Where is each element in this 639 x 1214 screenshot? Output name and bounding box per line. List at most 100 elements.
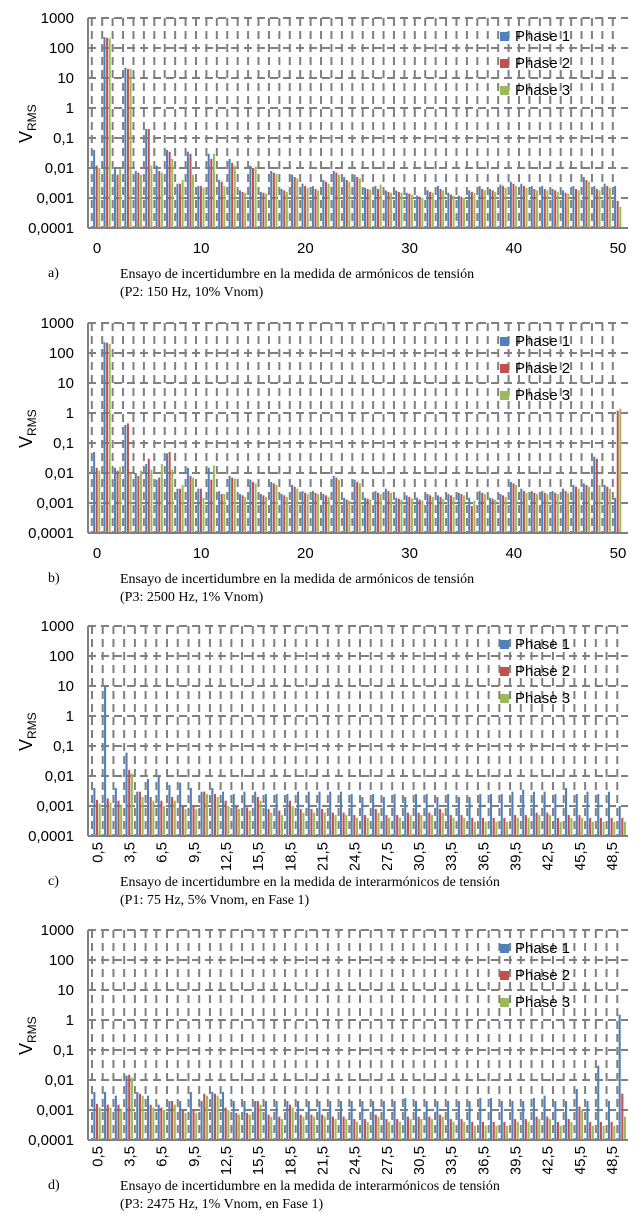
bar-series2 [251,168,255,228]
bar-series2 [429,191,432,228]
bar-series2 [179,488,182,533]
bar-series1 [618,1014,621,1140]
x-tick-label: 0 [93,240,101,257]
y-tick-label: 1 [66,1012,74,1029]
bar-series2 [116,174,119,228]
bar-series1 [414,1100,418,1140]
legend-swatch-phase2 [500,364,509,373]
bar-series2 [585,484,588,533]
bar-series1 [372,1100,375,1140]
bar-series1 [361,796,364,836]
bar-series3 [598,484,601,533]
bar-series3 [323,1116,326,1140]
bar-series1 [511,1100,514,1140]
bar-series1 [343,177,346,228]
bar-series3 [317,493,320,533]
bar-series2 [606,486,609,533]
bar-series3 [463,1121,466,1140]
bar-series2 [106,1104,109,1140]
bar-series1 [593,456,596,533]
bar-series2 [304,186,307,228]
bar-series2 [106,37,109,228]
bar-series2 [231,477,234,533]
bar-series2 [272,483,275,533]
bar-series1 [511,791,514,836]
x-tick-label: 48,5 [604,842,621,870]
y-tick-label: 0,0001 [28,525,74,542]
bar-series2 [137,475,140,533]
x-tick-label: 40 [505,545,522,562]
bar-series1 [426,190,429,228]
bar-series3 [409,815,412,836]
bar-series2 [470,191,473,228]
bar-series2 [213,794,217,836]
bar-series1 [554,1100,557,1140]
bar-series2 [246,807,249,836]
bar-series2 [160,800,163,836]
bar-series3 [452,1121,455,1140]
y-tick-label: 100 [49,345,74,362]
bar-series1 [218,179,221,228]
bar-series2 [299,1114,302,1140]
bar-series3 [345,815,348,836]
bar-series3 [548,1119,552,1140]
bar-series1 [270,170,273,228]
bar-series2 [366,188,369,228]
bar-series1 [478,186,481,228]
bar-series2 [502,186,505,228]
x-tick-label: 50 [610,240,627,257]
bar-series2 [397,498,400,533]
x-tick-label: 21,5 [314,1146,331,1174]
bar-series2 [374,808,377,836]
bar-series1 [479,794,482,836]
bar-series2 [149,1104,152,1140]
bar-series2 [429,495,432,533]
bar-series1 [297,1100,300,1140]
bar-series1 [339,1100,342,1140]
chart-a-plot: 1000 100 10 1 0,1 0,01 0,001 0,0001 0 10 20 30 40 50 V… [16,10,628,257]
bar-series2 [342,812,345,836]
bar-series3 [483,190,486,228]
bar-series2 [353,1119,356,1140]
bar-series2 [408,496,411,533]
bar-series3 [259,800,262,836]
chart-panel-c: 1000 100 10 1 0,1 0,01 0,001 0,0001 0,5 3,5 6,5 9,5… [0,608,639,912]
bar-series3 [313,812,316,836]
bar-series1 [541,491,544,533]
bar-series2 [522,491,525,533]
legend-swatch-phase3 [500,998,509,1007]
bar-series3 [98,470,101,533]
bar-series3 [259,1104,262,1140]
bar-series1 [618,806,621,836]
bar-series2 [621,1093,624,1140]
bar-series2 [481,188,484,228]
bar-series2 [616,200,619,228]
bar-series2 [106,798,109,836]
y-tick-label: 0,01 [45,160,74,177]
x-tick-label: 30,5 [411,1146,428,1174]
bar-series1 [301,183,304,228]
bar-series2 [310,1114,313,1140]
bar-series3 [421,500,424,533]
bar-series1 [614,497,617,533]
bar-series3 [98,803,101,836]
bar-series3 [195,1112,198,1140]
bar-series2 [502,495,505,533]
bar-series2 [288,1104,292,1140]
bar-series1 [457,1100,460,1140]
bar-series3 [302,1116,305,1140]
bar-series2 [417,1116,420,1140]
bar-series3 [152,800,155,836]
bar-series1 [275,1100,278,1140]
y-tick-label: 0,001 [36,190,74,207]
bar-series2 [556,1121,560,1140]
bar-series2 [179,183,182,228]
bar-series1 [436,495,439,533]
bar-series3 [285,496,288,533]
bar-series2 [149,796,152,836]
bar-series3 [337,174,340,228]
caption-line1-a: Ensayo de incertidumbre en la medida de … [120,267,475,282]
bar-series2 [138,791,141,836]
bar-series1 [297,791,300,836]
bar-series1 [597,1065,600,1140]
